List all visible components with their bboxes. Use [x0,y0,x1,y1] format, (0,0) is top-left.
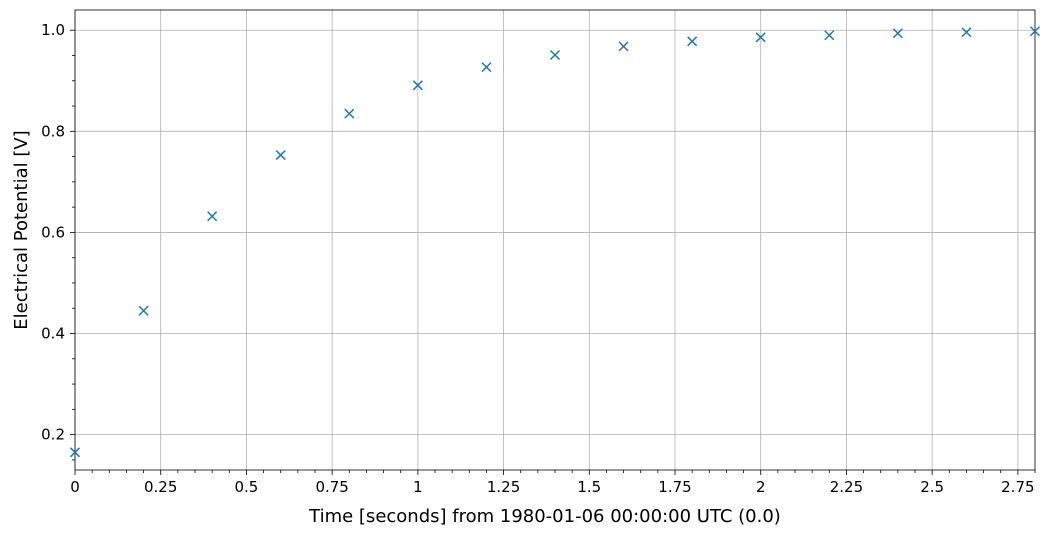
y-tick-label: 0.6 [41,223,65,241]
data-point [1029,26,1041,37]
x-tick-label: 0.5 [234,478,258,496]
data-point [892,28,903,39]
x-tick-label: 0 [70,478,80,496]
x-tick-label: 2 [756,478,766,496]
x-tick-label: 0.25 [144,478,177,496]
y-tick-label: 0.4 [41,325,65,343]
y-axis-label: Electrical Potential [V] [11,130,32,329]
x-tick-label: 1.75 [658,478,691,496]
data-points [69,26,1041,458]
x-tick-label: 0.75 [315,478,348,496]
data-point [138,305,149,316]
grid [74,10,1035,470]
y-tick-label: 0.2 [41,426,65,444]
x-axis-ticks: 0 0.25 0.5 0.75 1 1.25 1.5 1.75 2 2.25 2.5 2.75 [70,470,1036,496]
data-point [961,27,972,38]
data-point [275,150,286,161]
y-tick-label: 1.0 [41,21,65,39]
data-point [755,32,766,43]
data-point [344,108,355,119]
x-tick-label: 2.5 [920,478,944,496]
y-axis-ticks: 0.2 0.4 0.6 0.8 1.0 [41,21,75,461]
data-point [69,447,81,458]
plot-frame [74,9,1036,471]
y-tick-label: 0.8 [41,122,65,140]
data-point [481,62,492,73]
x-tick-label: 1.25 [487,478,520,496]
x-tick-label: 2.75 [1001,478,1034,496]
x-tick-label: 1.5 [577,478,601,496]
data-point [412,80,423,91]
x-axis-label: Time [seconds] from 1980-01-06 00:00:00 … [308,506,781,527]
data-point [207,211,218,222]
data-point [549,49,561,61]
data-point [618,41,629,52]
x-tick-label: 2.25 [830,478,863,496]
x-tick-label: 1 [413,478,423,496]
data-point [687,36,698,47]
data-point [824,30,835,41]
